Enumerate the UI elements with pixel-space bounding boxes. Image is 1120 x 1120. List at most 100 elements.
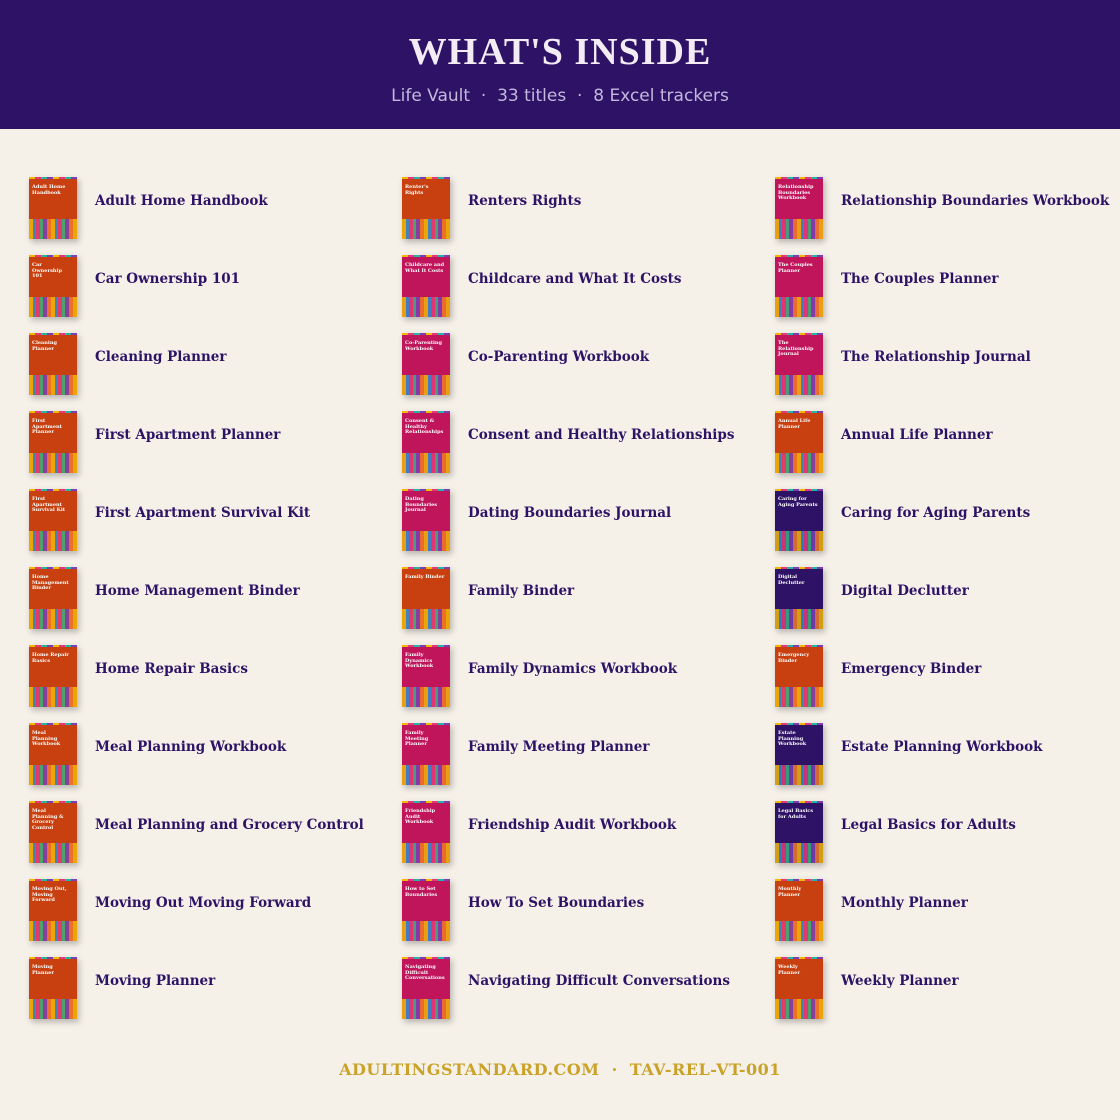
cover-title: Meal Planning Workbook <box>32 730 61 747</box>
product-title: Family Meeting Planner <box>468 739 650 755</box>
cover-stripe <box>402 879 450 881</box>
cover-thumbnail: Family Dynamics Workbook <box>402 645 450 707</box>
product-title: Monthly Planner <box>841 895 968 911</box>
cover-illustration <box>402 297 450 317</box>
cover-illustration <box>402 375 450 395</box>
product-item: Meal Planning Workbook Meal Planning Work… <box>29 723 389 785</box>
cover-thumbnail: Consent & Healthy Relationships <box>402 411 450 473</box>
title: WHAT'S INSIDE <box>408 31 712 73</box>
cover-stripe <box>775 489 823 491</box>
cover-thumbnail: Friendship Audit Workbook <box>402 801 450 863</box>
cover-title: The Couples Planner <box>778 262 813 274</box>
cover-title: Car Ownership 101 <box>32 262 62 279</box>
cover-thumbnail: Car Ownership 101 <box>29 255 77 317</box>
product-item: Co-Parenting Workbook Co-Parenting Workbo… <box>402 333 762 395</box>
cover-thumbnail: First Apartment Planner <box>29 411 77 473</box>
product-title: Legal Basics for Adults <box>841 817 1016 833</box>
product-item: Renter's Rights Renters Rights <box>402 177 762 239</box>
cover-title: Meal Planning & Grocery Control <box>32 808 64 831</box>
cover-thumbnail: Meal Planning & Grocery Control <box>29 801 77 863</box>
cover-thumbnail: Emergency Binder <box>775 645 823 707</box>
product-item: Emergency Binder Emergency Binder <box>775 645 1120 707</box>
cover-thumbnail: Dating Boundaries Journal <box>402 489 450 551</box>
cover-stripe <box>775 567 823 569</box>
cover-thumbnail: Caring for Aging Parents <box>775 489 823 551</box>
cover-title: Co-Parenting Workbook <box>405 340 443 352</box>
product-title: Dating Boundaries Journal <box>468 505 672 521</box>
cover-illustration <box>29 453 77 473</box>
cover-illustration <box>775 687 823 707</box>
cover-thumbnail: Renter's Rights <box>402 177 450 239</box>
product-item: Dating Boundaries Journal Dating Boundari… <box>402 489 762 551</box>
product-title: Co-Parenting Workbook <box>468 349 650 365</box>
cover-title: Family Meeting Planner <box>405 730 429 747</box>
product-item: Relationship Boundaries Workbook Relation… <box>775 177 1120 239</box>
cover-thumbnail: The Couples Planner <box>775 255 823 317</box>
product-item: Estate Planning Workbook Estate Planning … <box>775 723 1120 785</box>
cover-title: Cleaning Planner <box>32 340 57 352</box>
cover-stripe <box>29 411 77 413</box>
cover-stripe <box>402 957 450 959</box>
product-title: First Apartment Planner <box>95 427 281 443</box>
product-title: Cleaning Planner <box>95 349 227 365</box>
cover-stripe <box>402 801 450 803</box>
cover-thumbnail: Home Repair Basics <box>29 645 77 707</box>
cover-illustration <box>402 219 450 239</box>
cover-stripe <box>29 723 77 725</box>
cover-title: Digital Declutter <box>778 574 805 586</box>
product-item: Car Ownership 101 Car Ownership 101 <box>29 255 389 317</box>
cover-illustration <box>402 999 450 1019</box>
cover-illustration <box>29 687 77 707</box>
product-item: Childcare and What It Costs Childcare and… <box>402 255 762 317</box>
cover-thumbnail: Relationship Boundaries Workbook <box>775 177 823 239</box>
product-title: Moving Planner <box>95 973 216 989</box>
cover-illustration <box>402 609 450 629</box>
cover-stripe <box>775 411 823 413</box>
cover-illustration <box>775 375 823 395</box>
cover-title: Moving Planner <box>32 964 54 976</box>
product-title: Digital Declutter <box>841 583 969 599</box>
cover-illustration <box>402 453 450 473</box>
cover-thumbnail: Digital Declutter <box>775 567 823 629</box>
product-title: Family Dynamics Workbook <box>468 661 678 677</box>
cover-title: Dating Boundaries Journal <box>405 496 438 513</box>
product-title: Home Repair Basics <box>95 661 248 677</box>
product-title: How To Set Boundaries <box>468 895 645 911</box>
cover-title: Navigating Difficult Conversations <box>405 964 445 981</box>
cover-stripe <box>29 255 77 257</box>
product-title: Meal Planning Workbook <box>95 739 287 755</box>
product-title: First Apartment Survival Kit <box>95 505 311 521</box>
cover-stripe <box>402 723 450 725</box>
cover-illustration <box>402 531 450 551</box>
product-item: Home Management Binder Home Management Bi… <box>29 567 389 629</box>
product-item: Consent & Healthy Relationships Consent a… <box>402 411 762 473</box>
cover-title: Relationship Boundaries Workbook <box>778 184 814 201</box>
product-title: Emergency Binder <box>841 661 982 677</box>
subtitle: Life Vault · 33 titles · 8 Excel tracker… <box>391 86 729 106</box>
cover-title: Legal Basics for Adults <box>778 808 814 820</box>
cover-stripe <box>29 645 77 647</box>
cover-illustration <box>775 219 823 239</box>
product-title: The Relationship Journal <box>841 349 1031 365</box>
cover-title: Renter's Rights <box>405 184 429 196</box>
cover-thumbnail: Cleaning Planner <box>29 333 77 395</box>
cover-title: Weekly Planner <box>778 964 800 976</box>
product-title: Family Binder <box>468 583 575 599</box>
cover-illustration <box>29 921 77 941</box>
product-item: Caring for Aging Parents Caring for Aging… <box>775 489 1120 551</box>
cover-stripe <box>775 957 823 959</box>
footer: ADULTINGSTANDARD.COM · TAV-REL-VT-001 <box>339 1060 781 1079</box>
cover-stripe <box>29 801 77 803</box>
cover-title: Caring for Aging Parents <box>778 496 818 508</box>
cover-title: Adult Home Handbook <box>32 184 66 196</box>
cover-stripe <box>775 801 823 803</box>
cover-illustration <box>29 843 77 863</box>
cover-stripe <box>402 411 450 413</box>
product-item: Adult Home Handbook Adult Home Handbook <box>29 177 389 239</box>
cover-illustration <box>775 453 823 473</box>
cover-title: Annual Life Planner <box>778 418 811 430</box>
cover-thumbnail: Family Meeting Planner <box>402 723 450 785</box>
cover-stripe <box>29 879 77 881</box>
product-title: Estate Planning Workbook <box>841 739 1043 755</box>
